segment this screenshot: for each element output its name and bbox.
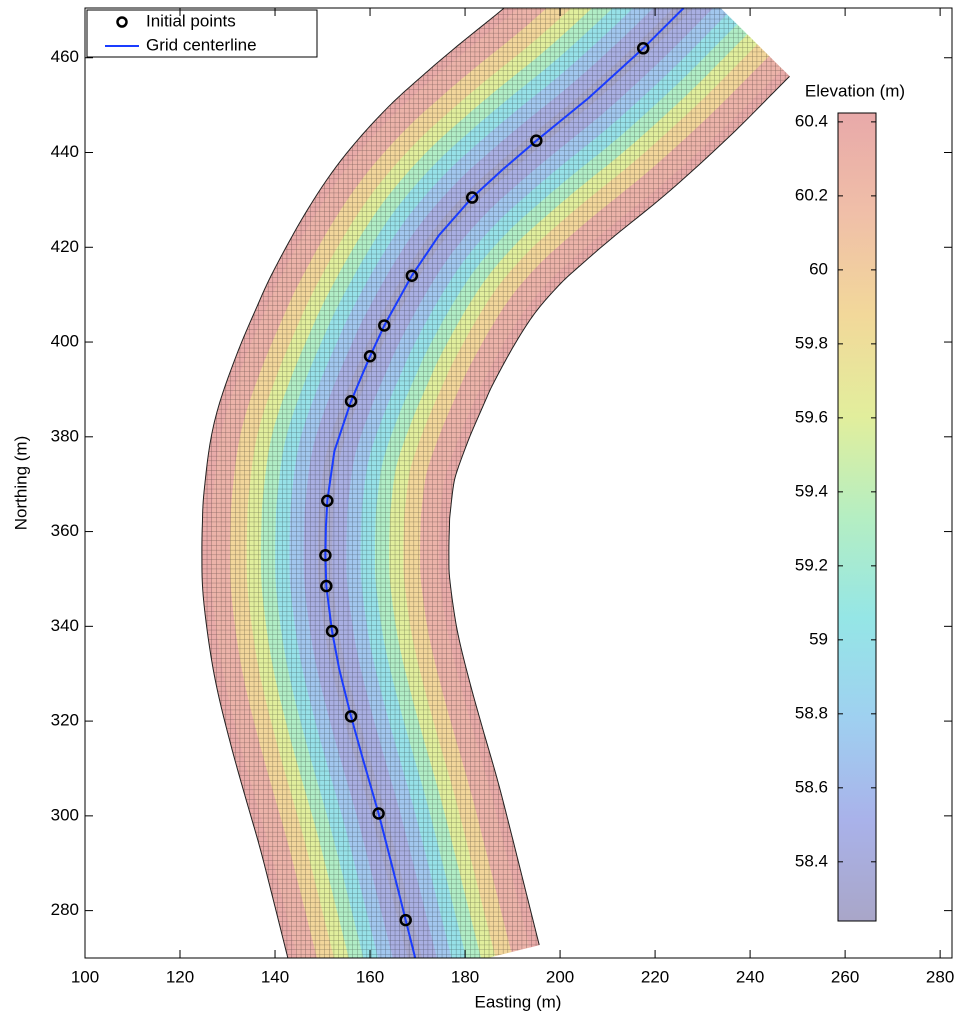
legend: Initial points Grid centerline [86,9,318,58]
colorbar-tick-label: 60.2 [795,185,828,204]
colorbar [837,112,877,922]
colorbar-tick-label: 58.6 [795,777,828,796]
x-tick-label: 220 [641,967,669,986]
colorbar-tick-label: 59.4 [795,481,828,500]
initial-point [405,269,419,282]
y-tick-label: 440 [51,142,79,161]
y-tick-label: 320 [51,711,79,730]
initial-point [344,395,358,408]
initial-point [636,42,650,55]
colorbar-tick-label: 60.4 [795,111,828,130]
initial-point [465,191,479,204]
initial-point [378,319,391,332]
y-tick-label: 340 [51,616,79,635]
mesh-edge [201,8,505,958]
initial-point [372,807,385,820]
x-tick-label: 120 [166,967,194,986]
colorbar-tick-label: 59.2 [795,555,828,574]
y-tick-label: 300 [51,805,79,824]
y-axis-label: Northing (m) [11,436,30,530]
x-tick-label: 100 [71,967,99,986]
x-tick-label: 280 [926,967,954,986]
x-axis-label: Easting (m) [475,992,562,1011]
y-tick-label: 280 [51,900,79,919]
mesh-edge [448,76,790,946]
initial-point [399,913,412,927]
legend-label: Grid centerline [146,35,257,54]
colorbar-tick-label: 60 [809,259,828,278]
y-tick-label: 460 [51,47,79,66]
colorbar-tick-label: 59 [809,629,828,648]
axes-frame [84,7,953,959]
plot-area [201,8,790,958]
initial-point [319,549,332,562]
x-tick-label: 180 [451,967,479,986]
colorbar-tick-label: 59.6 [795,407,828,426]
colorbar-title: Elevation (m) [805,81,905,100]
y-tick-label: 360 [51,521,79,540]
colorbar-tick-label: 58.8 [795,703,828,722]
y-tick-label: 380 [51,426,79,445]
x-tick-label: 140 [261,967,289,986]
initial-point [363,350,377,363]
initial-point [320,579,333,593]
colorbar-tick-label: 58.4 [795,851,828,870]
initial-point [321,494,334,508]
y-tick-label: 400 [51,332,79,351]
initial-point [530,134,543,147]
y-tick-label: 420 [51,237,79,256]
x-tick-label: 160 [356,967,384,986]
initial-point [325,624,339,638]
legend-label: Initial points [146,11,236,30]
x-tick-label: 200 [546,967,574,986]
x-tick-label: 240 [736,967,764,986]
initial-point [344,710,358,723]
centerline [324,8,685,958]
x-tick-label: 260 [831,967,859,986]
colorbar-tick-label: 59.8 [795,333,828,352]
legend-marker [116,16,128,28]
